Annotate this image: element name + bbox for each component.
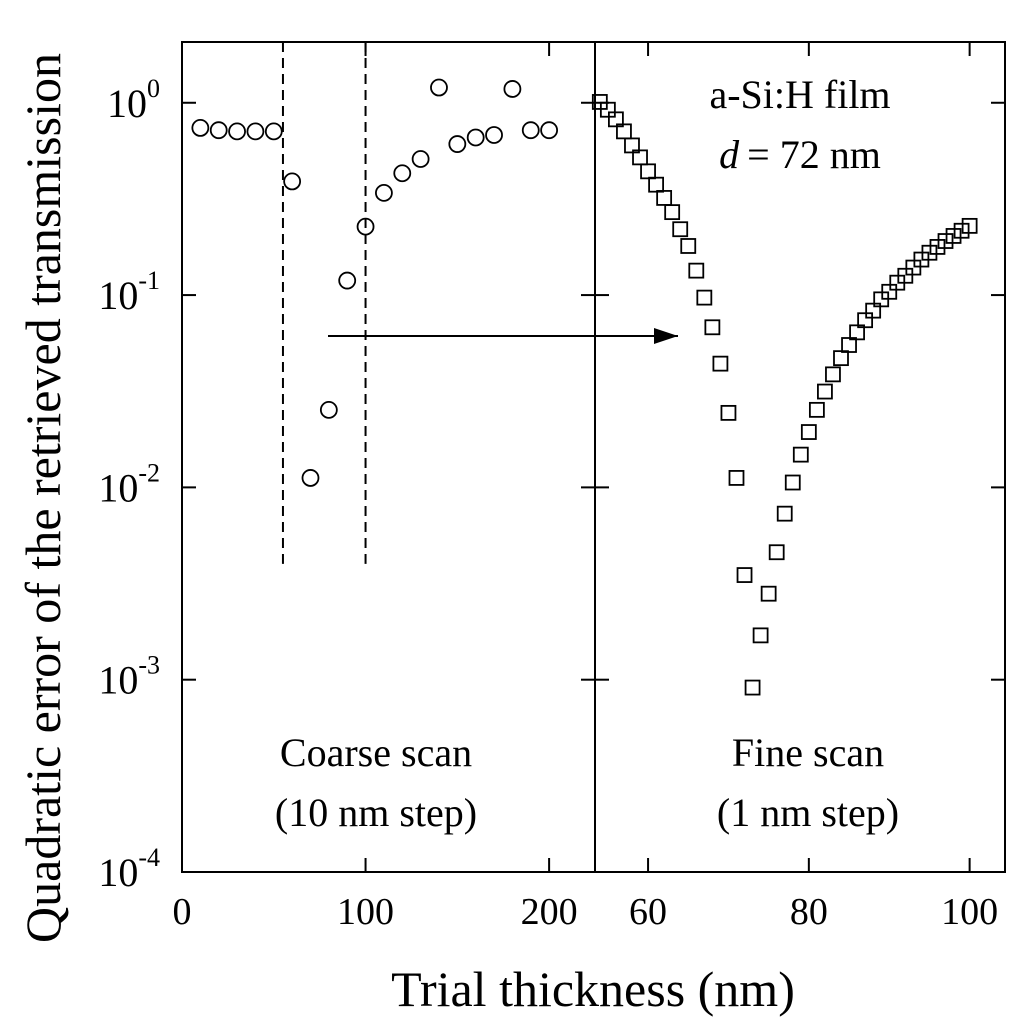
data-point: [411, 150, 430, 168]
data-point: [712, 355, 729, 372]
data-point: [817, 383, 833, 400]
y-tick-label: 10-2: [98, 458, 160, 510]
data-point: [905, 259, 922, 276]
data-point: [921, 244, 938, 261]
data-point: [632, 149, 648, 166]
data-point: [283, 172, 302, 191]
data-point: [897, 267, 914, 284]
data-point: [540, 121, 559, 140]
y-tick-exponent: 0: [147, 74, 160, 103]
plot-frame: [594, 41, 1006, 873]
y-tick-exponent: -3: [138, 651, 160, 680]
annotation: (1 nm step): [717, 790, 899, 835]
legend-text: d = 72 nm: [719, 132, 881, 177]
y-tick-base: 10: [98, 465, 138, 510]
data-point: [929, 239, 946, 255]
data-point: [624, 137, 640, 154]
data-point: [833, 350, 849, 367]
y-tick-label: 10-3: [98, 651, 160, 703]
y-tick-base: 10: [98, 273, 138, 318]
data-point: [736, 567, 753, 583]
x-tick-label: 80: [790, 891, 828, 933]
data-point: [857, 312, 874, 329]
data-point: [696, 289, 713, 306]
data-point: [338, 271, 357, 290]
data-point: [599, 101, 616, 118]
x-tick-label: 100: [337, 891, 394, 933]
x-tick-label: 100: [941, 891, 998, 933]
data-point: [356, 217, 375, 236]
data-point: [448, 135, 467, 153]
data-point: [640, 163, 656, 180]
y-tick-label: 10-1: [98, 266, 160, 318]
data-point: [744, 679, 761, 696]
data-point: [849, 324, 865, 341]
data-point: [800, 424, 817, 440]
data-point: [961, 217, 978, 234]
data-point: [393, 164, 412, 183]
data-point: [608, 111, 624, 128]
data-point: [375, 183, 393, 202]
legend-rest: = 72 nm: [747, 132, 881, 177]
data-point: [784, 474, 801, 491]
data-point: [760, 585, 777, 602]
annotation: (10 nm step): [275, 790, 477, 835]
data-point: [720, 404, 737, 421]
data-point: [264, 122, 283, 141]
data-point: [808, 401, 825, 418]
data-point: [648, 176, 664, 193]
data-point: [664, 204, 681, 221]
data-point: [209, 121, 228, 140]
data-point: [656, 190, 673, 206]
data-point: [430, 78, 448, 97]
data-point: [301, 469, 320, 487]
y-axis-title: Quadratic error of the retrieved transmi…: [15, 53, 71, 943]
annotation: Coarse scan: [280, 730, 472, 775]
data-point: [776, 505, 793, 522]
legend-italic: d: [719, 132, 740, 177]
y-tick-label: 100: [107, 74, 160, 126]
data-point: [319, 400, 338, 419]
data-point: [945, 228, 962, 244]
data-point: [191, 119, 210, 137]
x-tick-label: 60: [629, 891, 667, 933]
data-point: [792, 446, 809, 463]
data-point: [841, 337, 857, 353]
y-tick-exponent: -2: [138, 458, 160, 487]
x-axis-title: Trial thickness (nm): [391, 961, 795, 1017]
y-tick-label: 10-4: [98, 843, 160, 895]
annotation: Fine scan: [732, 730, 884, 775]
data-point: [825, 366, 841, 383]
data-point: [466, 128, 485, 147]
data-point: [881, 283, 898, 300]
data-point: [503, 80, 522, 98]
data-point: [752, 627, 769, 644]
y-tick-base: 10: [98, 658, 138, 703]
data-point: [228, 122, 246, 141]
data-point: [246, 122, 265, 141]
data-point: [865, 302, 882, 319]
data-point: [728, 470, 745, 486]
data-point: [704, 319, 721, 336]
data-point: [672, 221, 689, 238]
y-tick-exponent: -1: [138, 266, 160, 295]
x-tick-label: 0: [173, 891, 192, 933]
y-tick-base: 10: [98, 850, 138, 895]
data-point: [953, 222, 970, 239]
y-tick-exponent: -4: [138, 843, 160, 872]
data-point: [768, 544, 785, 561]
x-tick-label: 200: [521, 891, 578, 933]
y-tick-base: 10: [107, 81, 147, 126]
data-point: [688, 262, 705, 279]
data-point: [680, 238, 697, 254]
data-point: [485, 126, 503, 144]
data-point: [937, 233, 954, 249]
legend-text: a-Si:H film: [709, 72, 890, 117]
data-point: [521, 121, 540, 140]
data-point: [616, 123, 632, 140]
